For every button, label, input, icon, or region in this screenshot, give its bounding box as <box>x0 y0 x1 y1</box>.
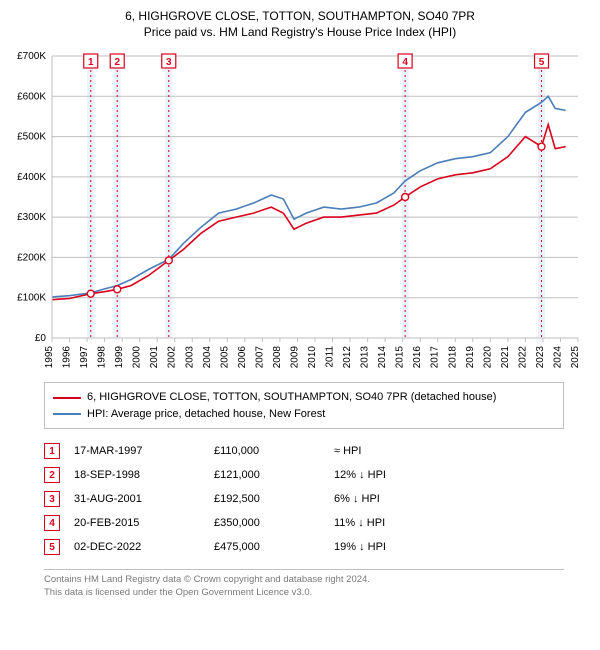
x-tick-label: 2007 <box>254 346 265 369</box>
tx-date: 17-MAR-1997 <box>74 445 214 457</box>
footer-line1: Contains HM Land Registry data © Crown c… <box>44 574 564 587</box>
chart-title: 6, HIGHGROVE CLOSE, TOTTON, SOUTHAMPTON,… <box>10 8 590 40</box>
transaction-point <box>538 144 545 151</box>
x-tick-label: 2001 <box>149 346 160 369</box>
x-tick-label: 2025 <box>570 346 581 369</box>
x-tick-label: 2011 <box>325 346 336 368</box>
legend: 6, HIGHGROVE CLOSE, TOTTON, SOUTHAMPTON,… <box>44 382 564 429</box>
marker-number: 4 <box>402 57 408 68</box>
tx-hpi-relation: 11% ↓ HPI <box>334 517 434 529</box>
footer-attribution: Contains HM Land Registry data © Crown c… <box>44 569 564 600</box>
tx-row: 2 18-SEP-1998£121,00012% ↓ HPI <box>44 463 564 487</box>
tx-row: 5 02-DEC-2022£475,00019% ↓ HPI <box>44 535 564 559</box>
transaction-point <box>114 286 121 293</box>
x-tick-label: 2000 <box>132 346 143 369</box>
x-tick-label: 1998 <box>97 346 108 369</box>
legend-swatch <box>53 397 81 399</box>
x-tick-label: 2015 <box>395 346 406 369</box>
x-tick-label: 2009 <box>289 346 300 369</box>
y-tick-label: £700K <box>17 51 46 62</box>
y-tick-label: £100K <box>17 293 46 304</box>
series-hpi <box>52 97 566 298</box>
y-tick-label: £400K <box>17 172 46 183</box>
chart-area: £0 £100K £200K £300K £400K £500K £600K £700K 199… <box>10 44 590 374</box>
tx-hpi-relation: 6% ↓ HPI <box>334 493 434 505</box>
tx-row: 4 20-FEB-2015£350,00011% ↓ HPI <box>44 511 564 535</box>
x-tick-label: 1995 <box>44 346 55 369</box>
x-tick-label: 2022 <box>517 346 528 369</box>
x-tick-label: 2002 <box>167 346 178 369</box>
tx-hpi-relation: 12% ↓ HPI <box>334 469 434 481</box>
tx-number-box: 1 <box>44 443 60 459</box>
y-tick-label: £200K <box>17 253 46 264</box>
y-tick-label: £300K <box>17 213 46 224</box>
tx-price: £350,000 <box>214 517 334 529</box>
x-tick-label: 2006 <box>237 346 248 369</box>
transaction-table: 1 17-MAR-1997£110,000≈ HPI 2 18-SEP-1998£12… <box>44 439 564 559</box>
tx-price: £121,000 <box>214 469 334 481</box>
y-tick-label: £0 <box>35 333 47 344</box>
legend-row: HPI: Average price, detached house, New … <box>53 406 555 423</box>
x-tick-label: 2004 <box>202 346 213 369</box>
x-tick-label: 2019 <box>465 346 476 369</box>
title-line1: 6, HIGHGROVE CLOSE, TOTTON, SOUTHAMPTON,… <box>10 8 590 24</box>
x-tick-label: 2020 <box>482 346 493 369</box>
legend-row: 6, HIGHGROVE CLOSE, TOTTON, SOUTHAMPTON,… <box>53 389 555 406</box>
legend-swatch <box>53 413 81 415</box>
marker-number: 3 <box>166 57 172 68</box>
x-tick-label: 2013 <box>360 346 371 369</box>
tx-date: 31-AUG-2001 <box>74 493 214 505</box>
x-tick-label: 2014 <box>377 346 388 369</box>
y-tick-label: £500K <box>17 132 46 143</box>
tx-number-box: 5 <box>44 539 60 555</box>
transaction-point <box>87 291 94 298</box>
chart-svg: £0 £100K £200K £300K £400K £500K £600K £700K 199… <box>10 44 590 374</box>
tx-date: 18-SEP-1998 <box>74 469 214 481</box>
tx-price: £475,000 <box>214 541 334 553</box>
tx-row: 1 17-MAR-1997£110,000≈ HPI <box>44 439 564 463</box>
x-tick-label: 2008 <box>272 346 283 369</box>
x-tick-label: 2017 <box>430 346 441 369</box>
x-tick-label: 2016 <box>412 346 423 369</box>
tx-hpi-relation: ≈ HPI <box>334 445 434 457</box>
tx-date: 02-DEC-2022 <box>74 541 214 553</box>
x-tick-label: 2023 <box>535 346 546 369</box>
tx-number-box: 2 <box>44 467 60 483</box>
x-tick-label: 2021 <box>500 346 511 369</box>
transaction-point <box>165 257 172 264</box>
title-line2: Price paid vs. HM Land Registry's House … <box>10 24 590 40</box>
tx-price: £110,000 <box>214 445 334 457</box>
x-tick-label: 2024 <box>552 346 563 369</box>
x-tick-label: 2003 <box>184 346 195 369</box>
tx-row: 3 31-AUG-2001£192,5006% ↓ HPI <box>44 487 564 511</box>
x-tick-label: 2005 <box>219 346 230 369</box>
marker-number: 2 <box>114 57 120 68</box>
x-tick-label: 2012 <box>342 346 353 369</box>
legend-label: 6, HIGHGROVE CLOSE, TOTTON, SOUTHAMPTON,… <box>87 389 496 406</box>
tx-price: £192,500 <box>214 493 334 505</box>
transaction-point <box>402 194 409 201</box>
marker-number: 1 <box>88 57 94 68</box>
tx-number-box: 4 <box>44 515 60 531</box>
x-tick-label: 1997 <box>79 346 90 369</box>
tx-hpi-relation: 19% ↓ HPI <box>334 541 434 553</box>
marker-number: 5 <box>539 57 545 68</box>
x-tick-label: 1996 <box>62 346 73 369</box>
tx-number-box: 3 <box>44 491 60 507</box>
tx-date: 20-FEB-2015 <box>74 517 214 529</box>
footer-line2: This data is licensed under the Open Gov… <box>44 587 564 600</box>
x-tick-label: 2010 <box>307 346 318 369</box>
y-tick-label: £600K <box>17 92 46 103</box>
x-tick-label: 1999 <box>114 346 125 369</box>
x-tick-label: 2018 <box>447 346 458 369</box>
legend-label: HPI: Average price, detached house, New … <box>87 406 325 423</box>
